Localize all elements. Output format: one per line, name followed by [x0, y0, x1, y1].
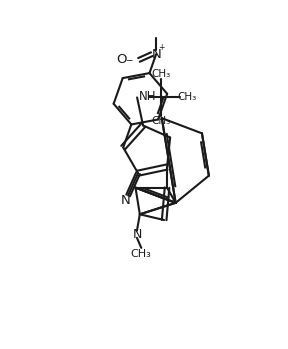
- Text: CH₃: CH₃: [152, 116, 171, 126]
- Text: CH₃: CH₃: [177, 92, 196, 103]
- Text: N: N: [151, 48, 161, 61]
- Text: −: −: [125, 55, 132, 65]
- Text: N: N: [121, 194, 131, 207]
- Text: +: +: [159, 43, 165, 52]
- Text: NH: NH: [139, 90, 156, 103]
- Text: CH₃: CH₃: [131, 248, 151, 259]
- Text: O: O: [117, 53, 127, 66]
- Text: N: N: [132, 229, 142, 242]
- Text: CH₃: CH₃: [152, 69, 171, 79]
